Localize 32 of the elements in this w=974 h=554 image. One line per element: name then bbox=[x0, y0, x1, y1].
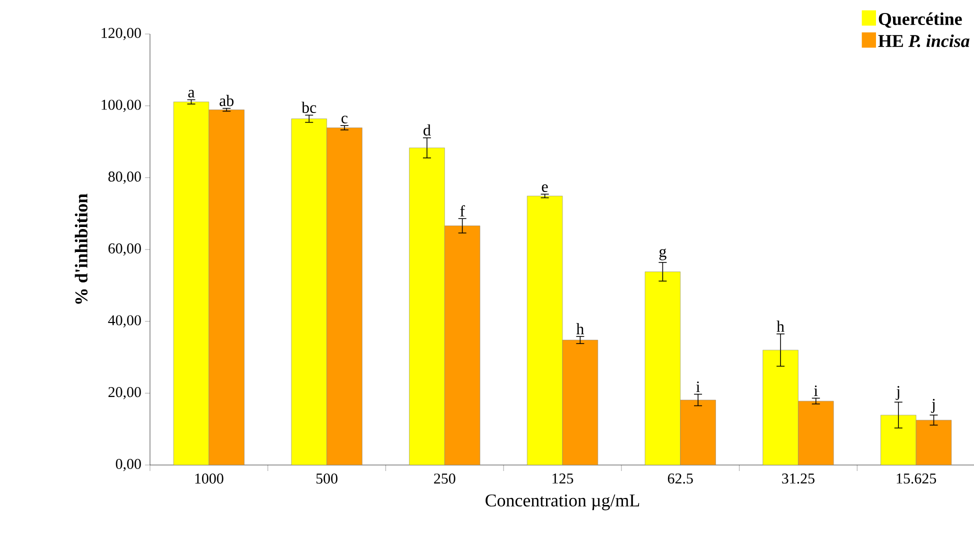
data-label: i bbox=[696, 382, 700, 392]
x-axis-title: Concentration µg/mL bbox=[486, 494, 640, 510]
y-tick-label: 100,00 bbox=[102, 100, 141, 112]
y-axis-title: % d'inhibition bbox=[74, 194, 88, 304]
data-label: e bbox=[542, 184, 548, 192]
x-tick-label: 250 bbox=[434, 474, 456, 484]
data-label: g bbox=[659, 248, 666, 260]
x-tick-label: 15.625 bbox=[896, 474, 936, 484]
data-label: d bbox=[424, 124, 431, 136]
data-label: ab bbox=[220, 94, 234, 106]
y-tick-label: 20,00 bbox=[108, 387, 141, 400]
x-tick-label: 500 bbox=[316, 474, 338, 484]
y-tick-label: 120,00 bbox=[102, 28, 141, 40]
data-label: bc bbox=[302, 102, 316, 113]
legend-label: HE P. incisa bbox=[878, 34, 970, 48]
data-label: j bbox=[931, 398, 935, 413]
y-tick-label: 40,00 bbox=[108, 315, 141, 328]
x-tick-label: 31.25 bbox=[782, 474, 814, 484]
legend-label: Quercétine bbox=[878, 12, 962, 28]
data-label: f bbox=[460, 205, 465, 216]
x-tick-label: 1000 bbox=[195, 474, 224, 484]
y-tick-label: 60,00 bbox=[108, 243, 141, 256]
x-tick-label: 125 bbox=[552, 474, 574, 484]
data-label: c bbox=[342, 116, 348, 124]
data-label: i bbox=[814, 385, 818, 396]
x-tick-label: 62.5 bbox=[668, 474, 693, 484]
data-label: h bbox=[576, 323, 584, 334]
data-label: h bbox=[776, 320, 784, 332]
data-label: j bbox=[896, 386, 900, 400]
y-tick-label: 0,00 bbox=[116, 458, 141, 472]
y-tick-label: 80,00 bbox=[108, 172, 141, 184]
data-label: a bbox=[188, 90, 195, 98]
